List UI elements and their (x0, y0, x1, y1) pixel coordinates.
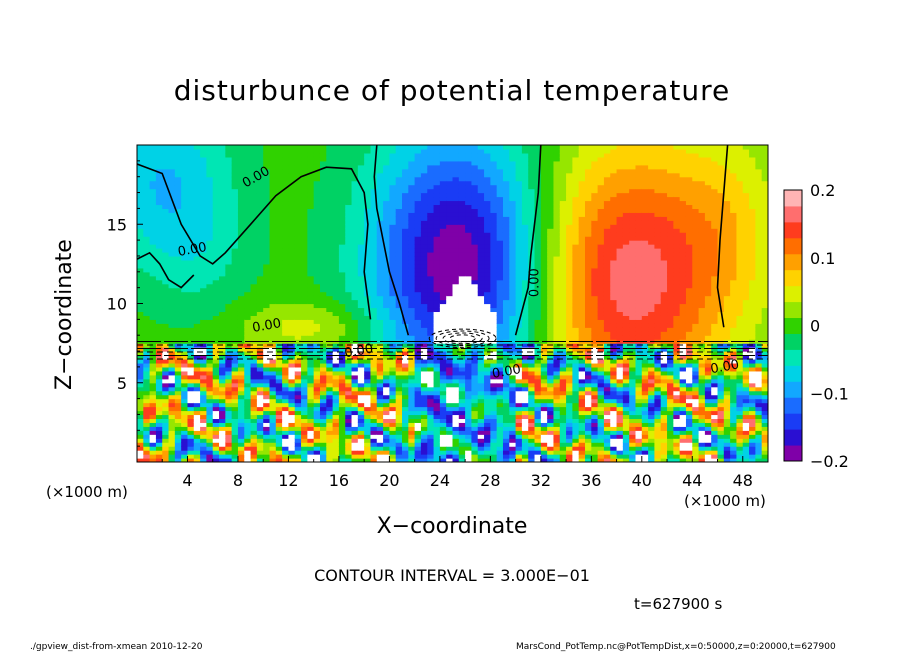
colorbar-tick-label: 0.1 (810, 249, 835, 268)
colorbar-tick-label: 0.2 (810, 181, 835, 200)
contour-label: 0.00 (177, 240, 208, 260)
x-axis: 4 8 12 16 20 24 28 32 36 40 44 48 (161, 456, 753, 490)
contour-lines: 0.000.000.000.000.000.000.00 (137, 145, 768, 382)
colorbar-tick-label: −0.2 (810, 452, 849, 471)
x-tick-label: 4 (182, 471, 192, 490)
x-tick-label: 48 (733, 471, 753, 490)
colorbar-tick-label: −0.1 (810, 384, 849, 403)
colorbar-swatch (784, 205, 802, 223)
y-tick-label: 10 (107, 295, 127, 314)
colorbar: 0.2 0.1 0 −0.1 −0.2 (783, 181, 849, 471)
colorbar-swatch (784, 253, 802, 271)
time-label: t=627900 s (634, 595, 723, 613)
colorbar-swatch (784, 301, 802, 319)
y-axis-label: Z−coordinate (52, 239, 77, 390)
colorbar-swatch (784, 429, 802, 446)
heatmap-field (137, 145, 768, 462)
x-tick-label: 28 (480, 471, 500, 490)
colorbar-swatch (784, 349, 802, 366)
colorbar-swatch (784, 285, 802, 303)
colorbar-swatch (784, 237, 802, 255)
footer-right: MarsCond_PotTemp.nc@PotTempDist,x=0:5000… (516, 642, 836, 652)
colorbar-swatch (784, 221, 802, 239)
colorbar-frame (783, 189, 803, 462)
x-tick-label: 24 (430, 471, 450, 490)
y-tick-label: 5 (117, 374, 127, 393)
colorbar-swatch (784, 381, 802, 398)
colorbar-swatch (784, 413, 802, 430)
colorbar-swatch (784, 333, 802, 350)
x-tick-label: 44 (682, 471, 702, 490)
x-axis-label: X−coordinate (376, 514, 528, 539)
x-axis-unit-left: (×1000 m) (46, 483, 128, 501)
x-axis-unit-right: (×1000 m) (684, 492, 766, 510)
contour-label: 0.00 (709, 357, 740, 377)
chart-title: disturbunce of potential temperature (173, 74, 731, 107)
y-axis: 5 10 15 (107, 160, 143, 447)
x-tick-label: 12 (278, 471, 298, 490)
contour-label: 0.00 (527, 268, 542, 297)
colorbar-swatch (784, 397, 802, 414)
y-tick-label: 15 (107, 215, 127, 234)
colorbar-swatch (784, 269, 802, 287)
colorbar-tick-label: 0 (810, 317, 820, 336)
colorbar-swatch (784, 445, 802, 462)
x-tick-label: 8 (233, 471, 243, 490)
contour-label: 0.00 (491, 362, 522, 382)
x-tick-label: 32 (531, 471, 551, 490)
x-tick-label: 20 (379, 471, 399, 490)
x-tick-label: 36 (581, 471, 601, 490)
contour-label: 0.00 (251, 316, 282, 336)
contour-interval-label: CONTOUR INTERVAL = 3.000E−01 (314, 566, 590, 585)
colorbar-swatch (784, 190, 802, 207)
colorbar-swatch (784, 317, 802, 334)
contour-label: 0.00 (343, 342, 374, 362)
x-tick-label: 16 (329, 471, 349, 490)
footer-left: ./gpview_dist-from-xmean 2010-12-20 (30, 642, 203, 652)
colorbar-swatch (784, 365, 802, 382)
x-tick-label: 40 (632, 471, 652, 490)
